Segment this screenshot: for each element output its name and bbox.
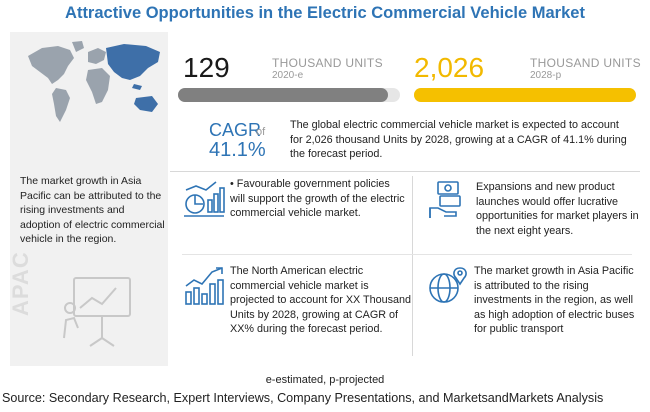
stat-2020-value: 129 (183, 52, 230, 83)
cagr-value: 41.1% (209, 139, 266, 161)
region-label: APAC (8, 251, 33, 316)
divider (412, 176, 413, 356)
presentation-board-icon (63, 277, 131, 347)
globe-pin-icon (429, 267, 467, 303)
insight-expansions: Expansions and new product launches woul… (476, 181, 639, 237)
stat-2028-unit: THOUSAND UNITS (530, 56, 641, 70)
growth-chart-icon (185, 267, 224, 305)
insight-asia-pacific: The market growth in Asia Pacific is att… (474, 265, 635, 335)
divider (170, 171, 640, 172)
stat-2020-unit: THOUSAND UNITS (272, 56, 383, 70)
insight-north-america: The North American electric commercial v… (230, 265, 412, 335)
source-line: Source: Secondary Research, Expert Inter… (2, 391, 604, 405)
cagr-summary: The global electric commercial vehicle m… (290, 119, 627, 160)
region-panel: The market growth in Asia Pacific can be… (8, 32, 168, 366)
world-map-icon (28, 41, 160, 122)
insight-government-policies: • Favourable government policies will su… (230, 178, 405, 219)
stat-2028-bar (414, 88, 636, 102)
cagr-of: of (256, 126, 266, 138)
policy-chart-icon (184, 181, 225, 217)
stat-2020-bar (178, 88, 388, 102)
cagr-label: CAGR (209, 120, 262, 140)
region-description: The market growth in Asia Pacific can be… (20, 175, 165, 245)
footnote: e-estimated, p-projected (265, 374, 385, 386)
page-title: Attractive Opportunities in the Electric… (65, 4, 585, 22)
money-hand-icon (429, 181, 461, 218)
stat-2028-year: 2028-p (530, 70, 562, 81)
stat-2028-value: 2,026 (414, 52, 485, 83)
stat-2020-year: 2020-e (272, 70, 304, 81)
divider (182, 254, 632, 255)
